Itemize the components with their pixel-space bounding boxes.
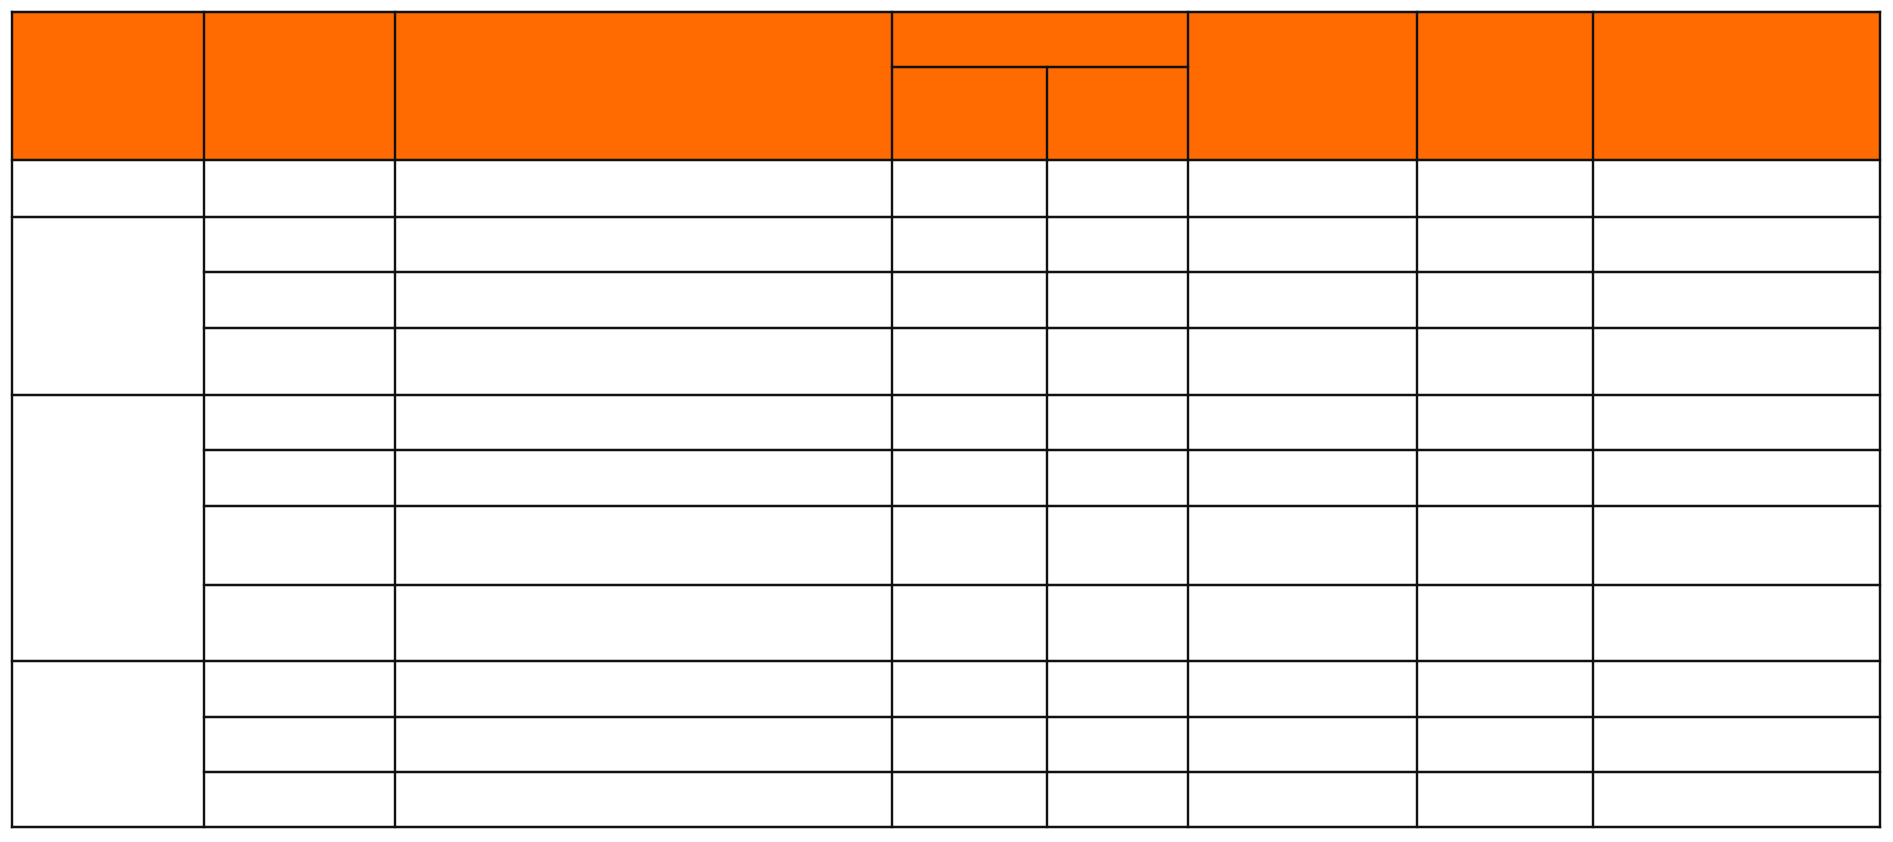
horizontal-rules [10,10,1882,829]
vertical-rules [10,10,1882,829]
header-background [12,12,1880,160]
